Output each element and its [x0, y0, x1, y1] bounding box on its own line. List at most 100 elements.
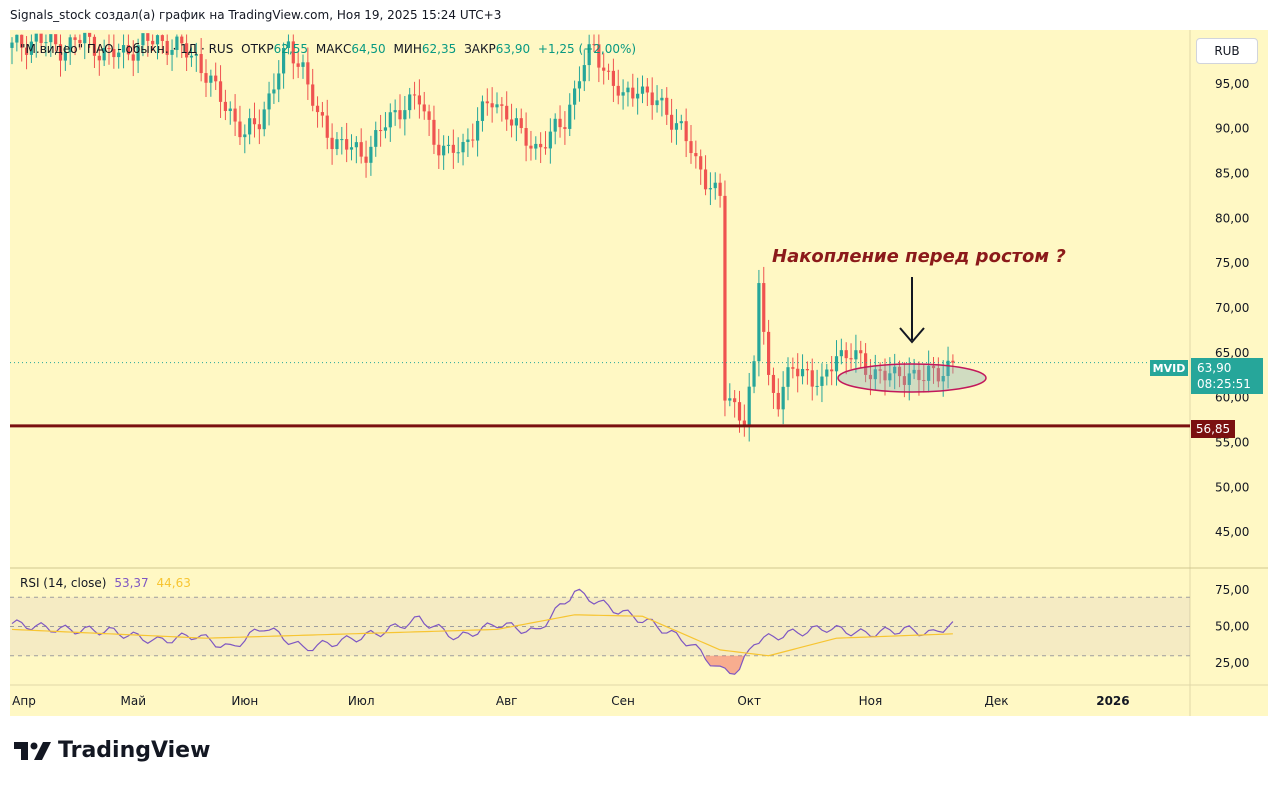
- candle-body: [44, 42, 48, 44]
- candle-body: [185, 43, 189, 58]
- candle-body: [592, 44, 596, 46]
- candle-body: [480, 101, 485, 121]
- candle-body: [58, 44, 63, 61]
- currency-button[interactable]: RUB: [1196, 38, 1258, 64]
- candle-body: [136, 45, 140, 61]
- candle-body: [834, 356, 839, 372]
- candle-body: [170, 49, 174, 55]
- candle-body: [519, 118, 523, 129]
- candle-body: [733, 398, 737, 403]
- candle-body: [257, 124, 261, 130]
- last-price-label: 63,90 08:25:51: [1191, 358, 1263, 394]
- symbol-legend: "М.видео" ПАО - обыкн. · 1Д · RUS ОТКР62…: [20, 42, 636, 56]
- candle-body: [514, 118, 518, 126]
- candle-body: [49, 34, 53, 43]
- candle-body: [907, 373, 911, 385]
- candle-body: [301, 62, 305, 67]
- candle-body: [553, 118, 557, 132]
- high-value: 64,50: [351, 42, 386, 56]
- candle-body: [320, 112, 324, 116]
- candle-body: [699, 156, 703, 170]
- candle-body: [408, 94, 412, 111]
- candle-body: [563, 127, 567, 129]
- candle-body: [839, 350, 843, 357]
- candle-body: [209, 75, 213, 83]
- annotation-text: Накопление перед ростом ?: [772, 246, 1066, 267]
- candle-body: [175, 36, 179, 50]
- candle-body: [374, 130, 378, 147]
- candle-body: [126, 45, 130, 55]
- candle-body: [912, 369, 916, 374]
- candle-body: [10, 42, 14, 48]
- candle-body: [34, 33, 38, 42]
- candle-body: [286, 41, 291, 48]
- candle-body: [825, 369, 829, 377]
- rsi-ma-value: 44,63: [156, 576, 191, 590]
- low-label: МИН: [393, 42, 422, 56]
- candle-body: [645, 86, 649, 93]
- candle-body: [539, 143, 543, 148]
- brand-name: TradingView: [58, 738, 211, 763]
- chart-frame[interactable]: 75,00 50,00 25,00 95,00 90,00 85,00 80,00 75,0…: [10, 30, 1268, 716]
- candle-body: [349, 147, 354, 150]
- candle-body: [88, 32, 92, 37]
- candle-body: [417, 95, 421, 105]
- candle-body: [228, 108, 232, 112]
- candle-body: [456, 152, 460, 154]
- candle-body: [762, 283, 766, 332]
- time-tick-label: Дек: [985, 694, 1009, 708]
- candle-body: [742, 420, 746, 426]
- candle-body: [694, 153, 698, 157]
- candle-body: [859, 350, 863, 354]
- candle-body: [252, 118, 257, 125]
- candle-body: [849, 358, 853, 360]
- candle-body: [582, 65, 586, 82]
- candle-body: [325, 115, 329, 138]
- candle-body: [529, 145, 533, 149]
- candle-body: [931, 365, 936, 369]
- candle-body: [272, 89, 276, 94]
- candle-body: [728, 398, 732, 401]
- candle-body: [262, 109, 266, 130]
- candle-body: [703, 169, 708, 190]
- rsi-value: 53,37: [114, 576, 149, 590]
- candle-body: [243, 134, 247, 138]
- candle-body: [83, 32, 87, 44]
- candle-body: [155, 35, 160, 45]
- candle-body: [437, 144, 441, 156]
- candle-body: [640, 86, 645, 94]
- candle-body: [670, 114, 674, 130]
- rsi-band-fill: [10, 597, 1190, 656]
- tradingview-logo[interactable]: TradingView: [14, 738, 210, 763]
- rsi-legend: RSI (14, close) 53,37 44,63: [20, 576, 191, 590]
- candle-body: [68, 37, 72, 53]
- candle-body: [776, 392, 780, 410]
- candle-body: [757, 283, 761, 362]
- candle-body: [78, 39, 82, 44]
- rsi-tick-label: 25,00: [1215, 656, 1249, 670]
- time-tick-label: Ноя: [859, 694, 883, 708]
- candle-body: [471, 139, 475, 141]
- candle-body: [878, 369, 882, 371]
- candle-body: [767, 331, 771, 375]
- price-tick-label: 45,00: [1215, 525, 1249, 539]
- candle-body: [398, 110, 402, 120]
- candle-body: [616, 85, 620, 96]
- price-tick-label: 55,00: [1215, 435, 1249, 449]
- candle-body: [854, 350, 858, 360]
- consolidation-ellipse: [837, 363, 987, 393]
- candle-body: [786, 367, 790, 387]
- chart-canvas[interactable]: 75,00 50,00 25,00 95,00 90,00 85,00 80,00 75,0…: [10, 30, 1268, 716]
- low-value: 62,35: [421, 42, 457, 56]
- candle-body: [888, 373, 892, 381]
- candle-body: [495, 104, 499, 108]
- time-tick-label: Апр: [12, 694, 36, 708]
- candle-body: [102, 48, 106, 61]
- candle-body: [771, 374, 776, 393]
- bar-countdown: 08:25:51: [1197, 377, 1251, 391]
- candle-body: [805, 369, 809, 371]
- candle-body: [708, 188, 712, 190]
- candle-body: [946, 360, 950, 377]
- candle-body: [883, 370, 887, 381]
- candle-body: [577, 81, 582, 89]
